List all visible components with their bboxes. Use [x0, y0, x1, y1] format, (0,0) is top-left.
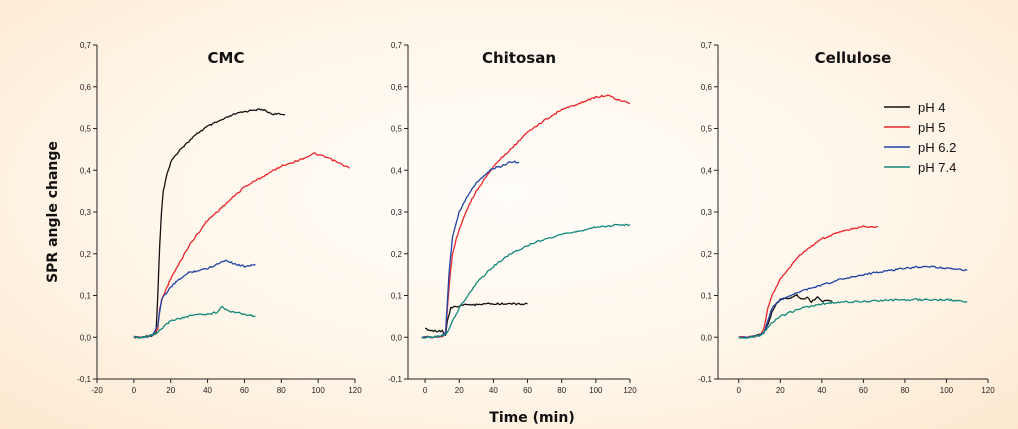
x-tick-label: 40 — [203, 386, 212, 395]
panel-title-cmc: CMC — [208, 49, 245, 67]
y-tick-label: 0,4 — [391, 166, 403, 175]
y-tick-label: 0,4 — [701, 166, 713, 175]
x-tick-label: 60 — [240, 386, 249, 395]
y-tick-label: 0,3 — [391, 208, 403, 217]
y-tick-label: 0,5 — [391, 125, 403, 134]
legend-label-ph-7-4: pH 7.4 — [918, 160, 956, 175]
y-tick-label: 0,6 — [701, 83, 713, 92]
panel-title-cellulose: Cellulose — [815, 49, 892, 67]
y-tick-label: 0,7 — [391, 41, 403, 50]
x-tick-label: 20 — [455, 386, 464, 395]
series-line-chitosan-ph-6-2 — [421, 160, 520, 339]
x-tick-label: 80 — [277, 386, 286, 395]
y-tick-label: 0,3 — [80, 208, 92, 217]
series-line-cmc-ph-6-2 — [133, 259, 256, 339]
x-tick-label: 100 — [589, 386, 603, 395]
x-tick-label: 0 — [737, 386, 742, 395]
legend: pH 4 pH 5 pH 6.2 pH 7.4 — [884, 100, 956, 175]
series-line-cellulose-ph-7-4 — [738, 298, 968, 339]
x-tick-label: 120 — [981, 386, 995, 395]
legend-label-ph-5: pH 5 — [918, 120, 945, 135]
panel-cellulose: -0,1 0,0 0,1 0,2 0,3 0,4 0,5 0,6 0,7 0 20 40 60 80 100… — [698, 41, 995, 395]
y-tick-label: 0,7 — [701, 41, 713, 50]
panel-chitosan: -0,1 0,0 0,1 0,2 0,3 0,4 0,5 0,6 0,7 0 20 40 60 80 100… — [388, 41, 637, 395]
series-line-cellulose-ph-5 — [738, 225, 878, 339]
series-line-cmc-ph-4 — [133, 108, 286, 339]
series-line-cellulose-ph-6-2 — [738, 265, 968, 339]
x-tick-label: 60 — [859, 386, 868, 395]
series-line-chitosan-ph-4 — [424, 302, 528, 336]
x-tick-label: 20 — [166, 386, 175, 395]
legend-label-ph-4: pH 4 — [918, 100, 945, 115]
y-tick-label: 0,6 — [80, 83, 92, 92]
y-tick-label: -0,1 — [698, 375, 712, 384]
y-axis-label: SPR angle change — [45, 141, 61, 283]
x-tick-label: 120 — [348, 386, 362, 395]
y-tick-label: -0,1 — [77, 375, 91, 384]
x-tick-label: 40 — [817, 386, 826, 395]
y-tick-label: 0,5 — [701, 125, 713, 134]
y-tick-label: 0,0 — [80, 333, 92, 342]
y-tick-label: 0,2 — [80, 250, 92, 259]
x-tick-label: 0 — [132, 386, 137, 395]
x-tick-label: 60 — [523, 386, 532, 395]
x-tick-label: 120 — [623, 386, 637, 395]
y-tick-label: 0,6 — [391, 83, 403, 92]
series-line-chitosan-ph-5 — [421, 94, 631, 339]
y-tick-label: 0,3 — [701, 208, 713, 217]
x-tick-label: 80 — [900, 386, 909, 395]
x-tick-label: 80 — [557, 386, 566, 395]
y-tick-label: 0,5 — [80, 125, 92, 134]
x-axis-label: Time (min) — [489, 410, 574, 426]
series-line-cmc-ph-5 — [133, 152, 350, 339]
y-tick-label: 0,1 — [80, 292, 92, 301]
x-tick-label: -20 — [91, 386, 103, 395]
x-tick-label: 20 — [776, 386, 785, 395]
y-tick-label: 0,0 — [701, 333, 713, 342]
x-tick-label: 40 — [489, 386, 498, 395]
panel-cmc: -0,1 0,0 0,1 0,2 0,3 0,4 0,5 0,6 0,7 -20 0 20 40 60 80… — [77, 41, 362, 395]
x-tick-label: 100 — [940, 386, 954, 395]
series-line-chitosan-ph-7-4 — [421, 223, 631, 339]
x-tick-label: 0 — [423, 386, 428, 395]
y-tick-label: 0,2 — [701, 250, 713, 259]
y-tick-label: 0,4 — [80, 166, 92, 175]
series-line-cellulose-ph-4 — [738, 294, 833, 339]
x-tick-label: 100 — [311, 386, 325, 395]
series-line-cmc-ph-7-4 — [133, 305, 256, 339]
y-tick-label: 0,7 — [80, 41, 92, 50]
panel-title-chitosan: Chitosan — [482, 49, 556, 67]
y-tick-label: 0,1 — [391, 292, 403, 301]
y-tick-label: -0,1 — [388, 375, 402, 384]
y-tick-label: 0,1 — [701, 292, 713, 301]
legend-label-ph-6-2: pH 6.2 — [918, 140, 956, 155]
y-tick-label: 0,2 — [391, 250, 403, 259]
y-tick-label: 0,0 — [391, 333, 403, 342]
